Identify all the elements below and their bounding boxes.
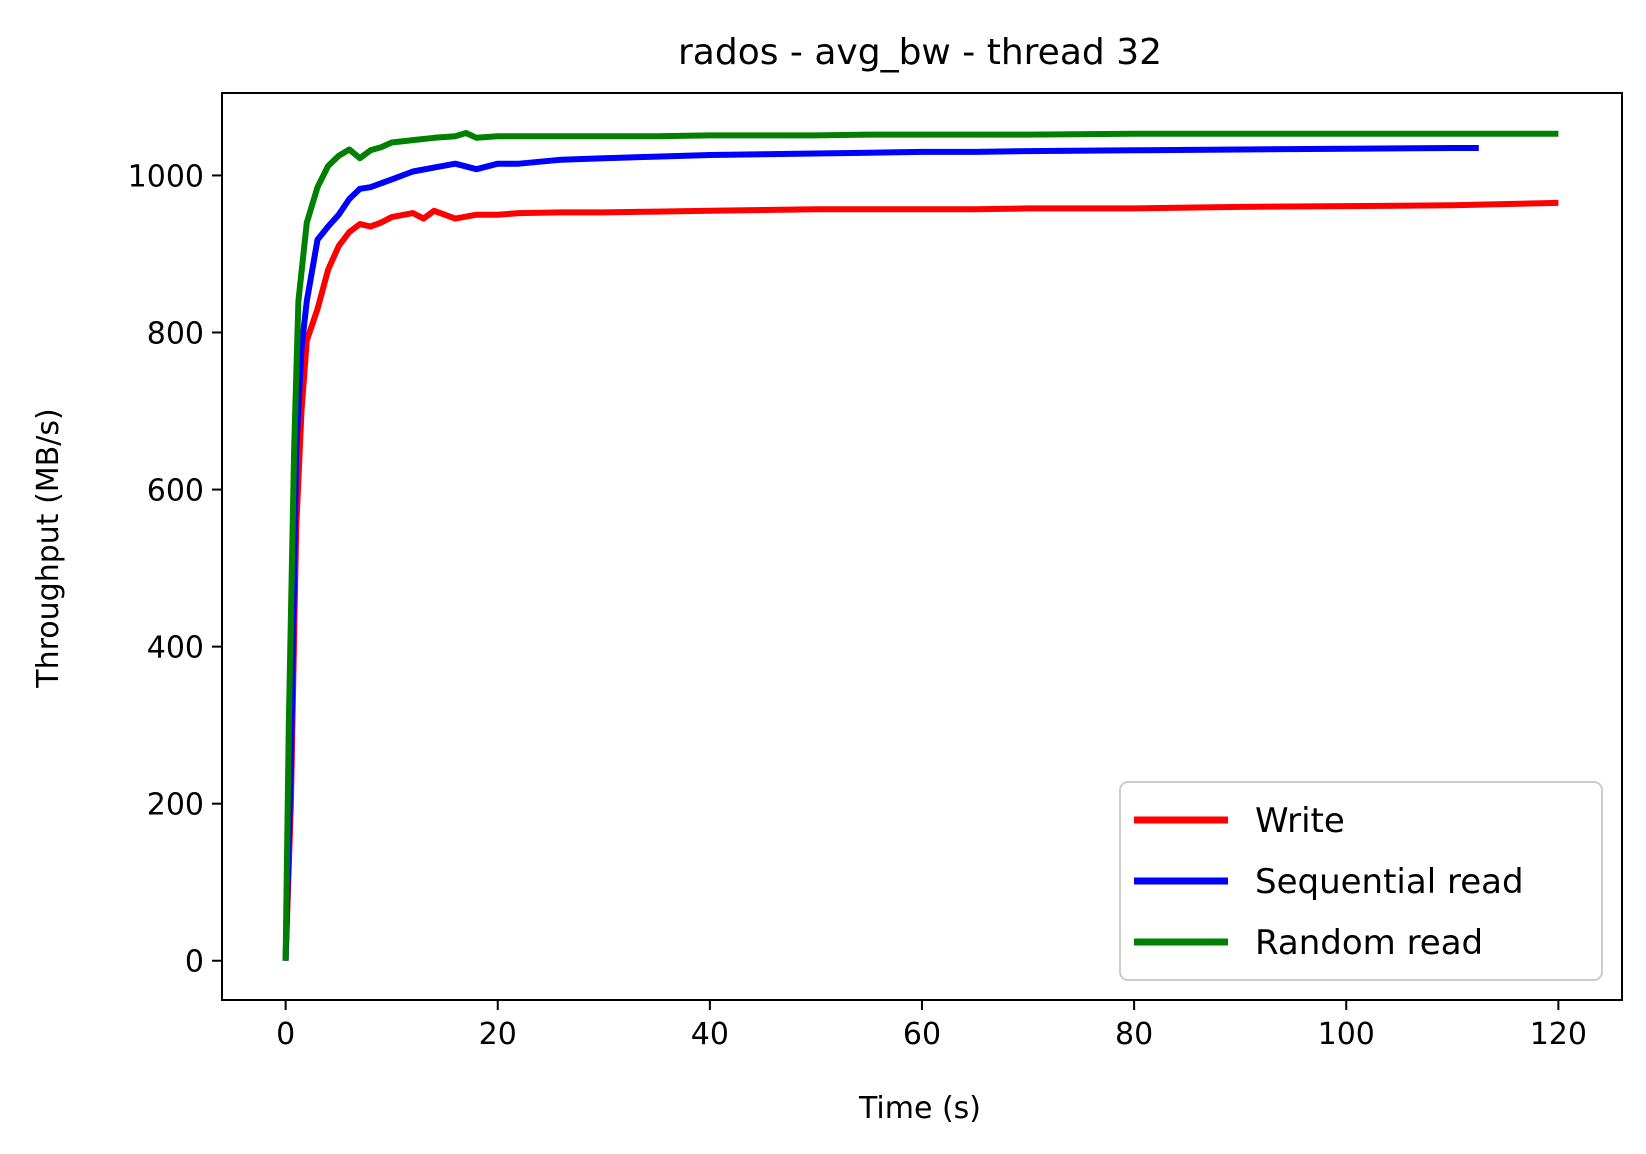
- legend-label: Write: [1255, 801, 1345, 841]
- x-tick-label: 60: [903, 1017, 941, 1052]
- y-tick-label: 400: [147, 631, 204, 666]
- y-tick-label: 200: [147, 788, 204, 823]
- x-tick-label: 80: [1115, 1017, 1153, 1052]
- legend-items: Write Sequential read Random read: [1134, 801, 1524, 963]
- y-axis-label: Throughput (MB/s): [31, 408, 66, 688]
- legend-label: Random read: [1255, 923, 1483, 963]
- series-line-sequential-read: [282, 145, 1479, 961]
- legend-label: Sequential read: [1255, 862, 1524, 902]
- series-line-write: [282, 199, 1559, 961]
- y-axis-ticks: 0 200 400 600 800 1000: [128, 159, 222, 980]
- chart-title: rados - avg_bw - thread 32: [678, 32, 1162, 73]
- legend-box: [1119, 781, 1603, 981]
- y-tick-label: 800: [147, 317, 204, 352]
- x-axis-label: Time (s): [858, 1091, 981, 1126]
- x-tick-label: 100: [1318, 1017, 1375, 1052]
- series-lines: [282, 130, 1559, 961]
- x-tick-label: 120: [1530, 1017, 1587, 1052]
- y-tick-label: 1000: [128, 159, 204, 194]
- legend: Write Sequential read Random read: [1119, 781, 1603, 981]
- series-line-random-read: [282, 130, 1559, 961]
- plot-area-frame: [221, 92, 1623, 1001]
- y-tick-label: 600: [147, 474, 204, 509]
- x-axis-ticks: 0 20 40 60 80 100 120: [276, 1000, 1587, 1052]
- y-tick-label: 0: [185, 945, 204, 980]
- x-tick-label: 20: [479, 1017, 517, 1052]
- x-tick-label: 40: [691, 1017, 729, 1052]
- x-tick-label: 0: [276, 1017, 295, 1052]
